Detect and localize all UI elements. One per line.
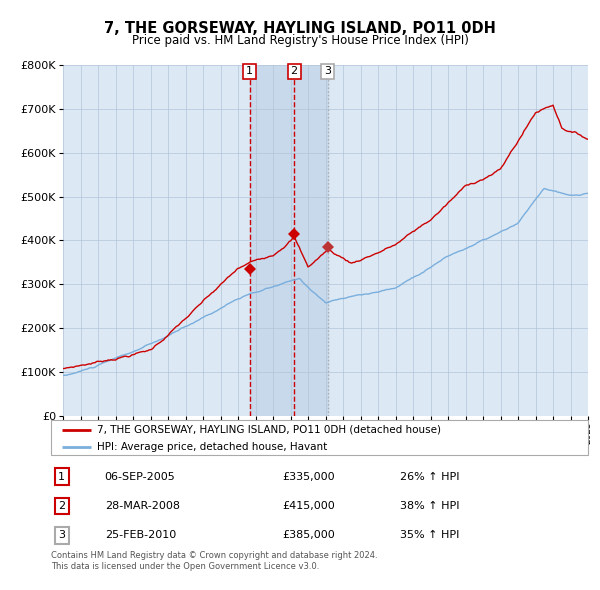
Text: 38% ↑ HPI: 38% ↑ HPI	[400, 501, 460, 511]
Text: 26% ↑ HPI: 26% ↑ HPI	[400, 471, 460, 481]
Text: 28-MAR-2008: 28-MAR-2008	[105, 501, 180, 511]
Text: 2: 2	[58, 501, 65, 511]
Text: 3: 3	[58, 530, 65, 540]
Text: 1: 1	[246, 66, 253, 76]
Text: Price paid vs. HM Land Registry's House Price Index (HPI): Price paid vs. HM Land Registry's House …	[131, 34, 469, 47]
Text: Contains HM Land Registry data © Crown copyright and database right 2024.: Contains HM Land Registry data © Crown c…	[51, 550, 377, 559]
Text: 2: 2	[290, 66, 298, 76]
Text: 06-SEP-2005: 06-SEP-2005	[105, 471, 175, 481]
Text: £335,000: £335,000	[282, 471, 335, 481]
Text: 7, THE GORSEWAY, HAYLING ISLAND, PO11 0DH: 7, THE GORSEWAY, HAYLING ISLAND, PO11 0D…	[104, 21, 496, 35]
Text: This data is licensed under the Open Government Licence v3.0.: This data is licensed under the Open Gov…	[51, 562, 319, 571]
Text: 25-FEB-2010: 25-FEB-2010	[105, 530, 176, 540]
Text: £415,000: £415,000	[282, 501, 335, 511]
Text: £385,000: £385,000	[282, 530, 335, 540]
Text: 3: 3	[324, 66, 331, 76]
Text: 35% ↑ HPI: 35% ↑ HPI	[400, 530, 460, 540]
Text: 7, THE GORSEWAY, HAYLING ISLAND, PO11 0DH (detached house): 7, THE GORSEWAY, HAYLING ISLAND, PO11 0D…	[97, 425, 440, 435]
Text: 1: 1	[58, 471, 65, 481]
Bar	[250, 65, 328, 416]
Text: HPI: Average price, detached house, Havant: HPI: Average price, detached house, Hava…	[97, 442, 327, 451]
